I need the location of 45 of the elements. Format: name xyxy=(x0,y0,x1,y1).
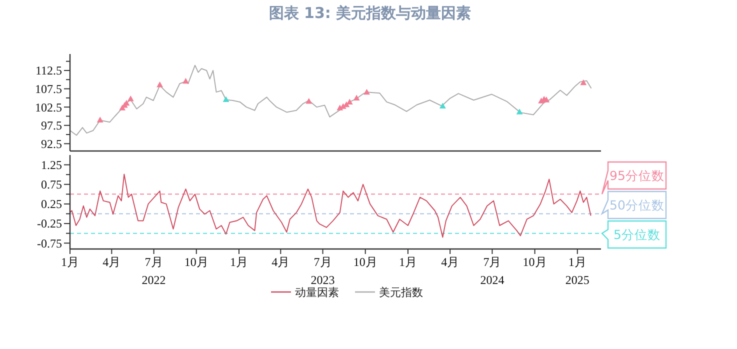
point xyxy=(580,79,587,86)
x-tick-label: 4月 xyxy=(272,255,290,269)
x-tick-label: 1月 xyxy=(398,255,417,269)
point xyxy=(516,108,523,114)
point xyxy=(353,94,360,100)
point xyxy=(156,82,164,88)
x-tick-label: 10月 xyxy=(522,255,547,269)
x-tick-label: 4月 xyxy=(102,255,121,269)
line-series xyxy=(70,64,592,136)
y-tick-label: 102.5 xyxy=(35,100,62,114)
ref-line-label: 50分位数 xyxy=(610,197,664,212)
point xyxy=(96,116,104,122)
chart-title: 图表 13: 美元指数与动量因素 xyxy=(268,4,472,22)
point xyxy=(543,96,550,102)
x-tick-label: 4月 xyxy=(441,255,460,269)
y-tick-label: 97.5 xyxy=(41,118,62,133)
x-tick-label: 10月 xyxy=(184,255,208,269)
line-series xyxy=(70,174,592,238)
point xyxy=(346,98,353,105)
x-tick-label: 7月 2024 xyxy=(480,255,504,287)
x-tick-label: 1月 xyxy=(61,255,79,269)
legend-label: 美元指数 xyxy=(379,286,423,299)
x-tick-label: 1月 2025 xyxy=(565,255,590,287)
x-tick-label: 1月 xyxy=(230,255,248,269)
y-tick-label: 107.5 xyxy=(35,82,62,96)
y-tick-label: 112.5 xyxy=(35,64,62,78)
y-tick-label: 92.5 xyxy=(41,136,62,151)
point xyxy=(306,98,312,104)
point xyxy=(182,78,189,84)
x-tick-label: 7月 2022 xyxy=(142,255,166,287)
y-tick-label: -0.25 xyxy=(37,216,62,231)
x-tick-label: 10月 xyxy=(353,255,378,269)
y-tick-label: 0.25 xyxy=(41,197,62,212)
legend-label: 动量因素 xyxy=(295,286,339,299)
point xyxy=(343,101,350,108)
y-tick-label: 1.25 xyxy=(41,158,62,172)
point xyxy=(127,95,134,102)
point xyxy=(222,96,230,102)
point xyxy=(364,88,370,95)
x-tick-label: 7月 2023 xyxy=(310,255,335,287)
point xyxy=(439,102,446,109)
ref-line-label: 5分位数 xyxy=(614,226,660,242)
y-tick-label: 0.75 xyxy=(41,178,62,192)
ref-line-label: 95分位数 xyxy=(610,168,664,183)
y-tick-label: -0.75 xyxy=(37,236,62,250)
